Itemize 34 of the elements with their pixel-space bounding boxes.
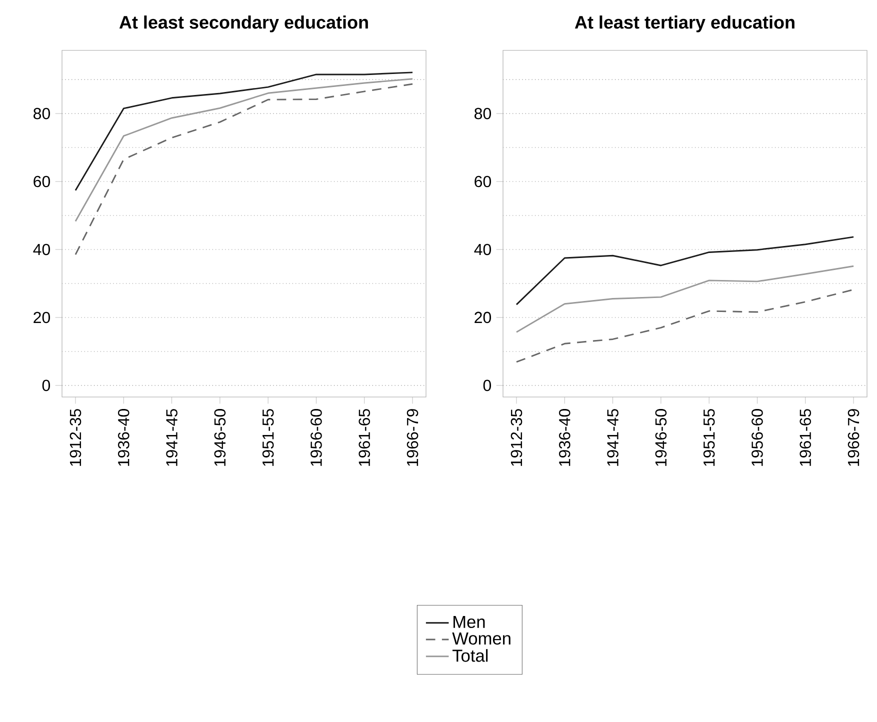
x-tick-label: 1946-50 [214,409,226,466]
x-tick-label: 1912-35 [70,409,82,466]
y-tick-label: 20 [34,312,50,324]
x-tick-label: 1961-65 [358,409,370,466]
x-tick-label: 1966-79 [406,409,418,466]
legend-label: Men [454,616,485,628]
y-tick-label: 80 [474,108,492,120]
x-tick-label: 1956-60 [310,409,322,466]
line-series [74,72,414,192]
x-tick-label: 1946-50 [655,409,667,466]
x-tick-label: 1966-79 [848,409,860,466]
legend-label: Total [452,649,488,662]
y-tick-label: 0 [483,380,492,392]
y-tick-label: 40 [474,244,492,256]
x-tick-label: 1961-65 [800,409,812,466]
y-tick-label: 0 [42,380,50,392]
x-tick-label: 1936-40 [118,409,130,466]
x-tick-label: 1936-40 [558,409,570,466]
y-tick-label: 80 [34,108,50,120]
line-series [516,265,854,333]
x-tick-label: 1941-45 [166,409,178,466]
y-tick-label: 60 [34,176,50,188]
chart-title: At least secondary education [119,16,368,32]
y-tick-label: 40 [33,244,50,256]
legend-label: Women [452,632,510,645]
x-tick-label: 1956-60 [752,409,763,466]
line-series [516,236,854,306]
x-tick-label: 1912-35 [510,409,522,466]
chart-title: At least tertiary education [574,16,794,32]
y-tick-label: 20 [474,312,492,324]
x-tick-label: 1951-55 [262,409,274,466]
x-tick-label: 1941-45 [607,409,618,466]
y-tick-label: 60 [474,176,492,188]
x-tick-label: 1951-55 [703,409,715,466]
